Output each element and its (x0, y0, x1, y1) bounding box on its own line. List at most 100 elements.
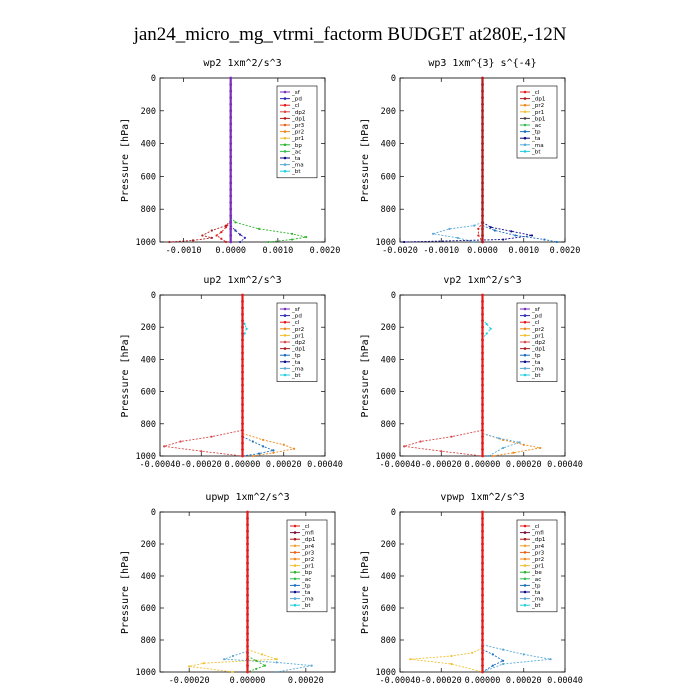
legend-marker (283, 130, 287, 133)
series-marker (229, 122, 233, 126)
y-axis-label: Pressure [hPa] (360, 118, 371, 202)
legend-entry: _dp2 (291, 340, 305, 346)
series-marker (246, 510, 249, 514)
series-marker (231, 670, 235, 674)
series-marker (229, 220, 233, 224)
series-marker (502, 648, 505, 651)
series-marker (241, 370, 244, 374)
x-tick-label: 0.0000 (215, 246, 246, 256)
series-marker (481, 102, 484, 106)
series-marker (310, 664, 313, 667)
series-marker (477, 234, 480, 237)
series-line-pd (230, 225, 246, 243)
series-marker (241, 332, 244, 336)
series-marker (220, 231, 223, 234)
series-marker (246, 657, 249, 661)
legend-marker (283, 169, 287, 173)
legend-entry: _ta (301, 590, 310, 596)
series-marker (481, 234, 484, 237)
series-marker (200, 450, 203, 453)
series-marker (241, 300, 244, 303)
legend-entry: _pd (291, 97, 302, 103)
series-marker (481, 312, 484, 316)
series-marker (481, 625, 484, 629)
series-marker (493, 229, 496, 232)
series-marker (241, 364, 244, 368)
series-marker (481, 207, 484, 211)
y-tick-label: 1000 (376, 452, 396, 462)
series-marker (481, 122, 484, 126)
plot-frame (159, 77, 326, 243)
legend-marker (523, 103, 527, 107)
legend-marker (523, 97, 527, 100)
series-marker (163, 445, 166, 448)
y-tick-label: 800 (381, 420, 396, 430)
series-line-ta (404, 221, 533, 243)
legend-entry: _pr1 (291, 333, 305, 339)
series-marker (481, 555, 484, 559)
legend-marker (283, 347, 287, 350)
series-marker (241, 345, 244, 348)
y-tick-label: 0 (391, 508, 396, 518)
y-tick-label: 1000 (376, 668, 396, 678)
series-marker (229, 129, 233, 132)
series-marker (481, 542, 484, 546)
series-marker (246, 593, 249, 597)
legend-marker (283, 110, 287, 114)
x-tick-label: 0.00040 (307, 460, 343, 470)
legend-marker (283, 117, 287, 120)
x-tick-label: -0.00040 (380, 676, 421, 686)
legend-entry: _pr2 (301, 557, 314, 563)
legend-marker (293, 537, 297, 541)
series-marker (234, 229, 237, 232)
legend-entry: _cl (531, 524, 540, 530)
legend-marker (283, 150, 287, 153)
series-marker (241, 390, 244, 393)
panel-1: wp3 1xm^{3} s^{-4} Pressure [hPa] 0 200 400 6… (360, 58, 580, 256)
series-marker (481, 574, 484, 578)
legend-entry: _cl (291, 103, 300, 109)
legend-entry: _bt (301, 603, 311, 609)
y-tick-label: 200 (141, 107, 156, 117)
series-marker (522, 443, 525, 446)
x-tick-label: -0.0010 (166, 246, 202, 256)
series-marker (481, 664, 484, 667)
legend-marker (523, 117, 527, 120)
series-line-dp2 (163, 429, 243, 457)
series-marker (201, 234, 204, 237)
series-marker (481, 600, 484, 603)
y-axis-label: Pressure [hPa] (120, 118, 131, 202)
y-tick-label: 400 (381, 355, 396, 365)
legend-marker (523, 307, 527, 311)
legend-marker (283, 314, 287, 317)
y-axis-label: Pressure [hPa] (120, 333, 131, 417)
series-marker (473, 224, 476, 227)
series-line-dp2 (403, 429, 483, 457)
series-marker (448, 227, 451, 230)
y-tick-label: 200 (141, 540, 156, 550)
series-marker (481, 338, 484, 342)
series-marker (450, 654, 453, 658)
legend-entry: _pd (291, 314, 302, 320)
series-marker (481, 332, 484, 336)
y-tick-label: 1000 (136, 238, 156, 248)
y-tick-label: 0 (391, 74, 396, 84)
legend-marker (293, 597, 297, 600)
legend-entry: _mfl (531, 531, 544, 537)
series-marker (246, 664, 249, 667)
legend-entry: _ta (531, 136, 540, 142)
series-line-cl (215, 221, 232, 243)
series-marker (229, 76, 233, 80)
series-marker (241, 312, 244, 316)
legend-marker (293, 544, 297, 548)
legend-marker (523, 551, 527, 554)
x-tick-label: -0.00040 (380, 460, 421, 470)
series-marker (471, 651, 474, 654)
series-marker (481, 529, 484, 533)
y-tick-label: 400 (381, 140, 396, 150)
series-line-bp (230, 217, 307, 243)
series-marker (481, 168, 484, 172)
legend-marker (283, 103, 287, 107)
series-marker (481, 351, 484, 355)
